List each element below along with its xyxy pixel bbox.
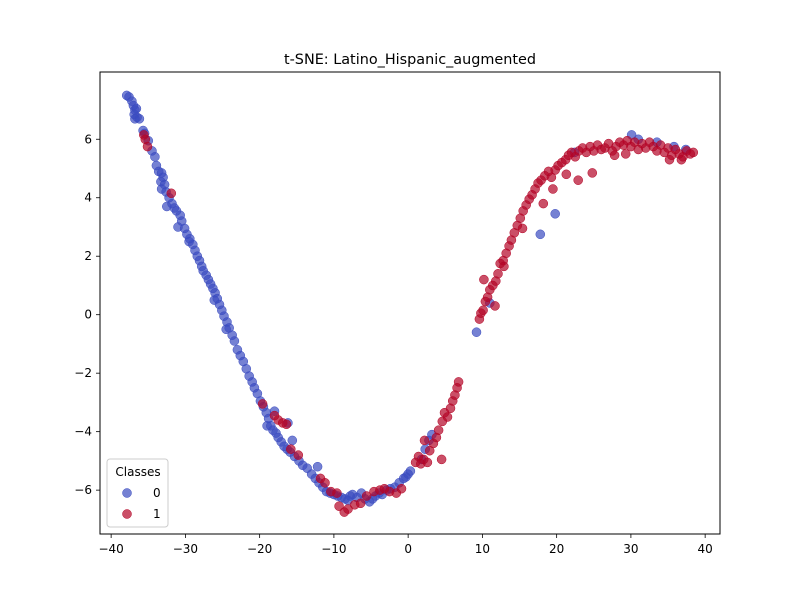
x-tick-label: −40 (98, 542, 123, 556)
y-tick-label: −6 (74, 483, 92, 497)
point-class-0-103 (401, 472, 411, 482)
point-class-1-120 (548, 184, 558, 194)
points-layer (121, 90, 699, 517)
x-tick-label: 10 (475, 542, 490, 556)
point-class-1-8 (281, 419, 292, 430)
point-class-1-14 (332, 488, 342, 498)
point-class-1-55 (493, 269, 503, 279)
point-class-1-117 (587, 168, 598, 178)
legend-marker-class-1 (122, 509, 132, 519)
legend-marker-class-0 (122, 488, 132, 498)
legend: Classes 0 1 (106, 458, 169, 528)
x-axis: −40 −30 −20 −10 0 10 20 30 40 (98, 534, 713, 556)
point-class-0-116 (162, 201, 172, 212)
point-class-1-122 (517, 223, 528, 234)
x-tick-label: 20 (549, 542, 564, 556)
point-class-0-110 (262, 421, 272, 431)
point-class-1-112 (688, 147, 699, 158)
point-class-1-19 (355, 498, 366, 509)
point-class-1-10 (293, 450, 304, 460)
point-class-1-26 (396, 483, 407, 494)
chart-title: t-SNE: Latino_Hispanic_augmented (284, 52, 536, 68)
point-class-1-52 (479, 274, 489, 285)
point-class-1-35 (433, 425, 444, 435)
x-tick-label: −10 (321, 542, 346, 556)
point-class-0-115 (173, 222, 183, 232)
legend-label-class-0: 0 (153, 486, 161, 500)
y-tick-label: −2 (74, 366, 92, 380)
y-tick-label: 0 (84, 308, 92, 322)
point-class-1-124 (490, 301, 500, 311)
legend-box (106, 458, 169, 528)
y-axis: −6 −4 −2 0 2 4 6 (74, 132, 100, 497)
point-class-0-120 (535, 229, 546, 240)
point-class-1-3 (166, 188, 177, 199)
point-class-1-45 (419, 435, 430, 446)
point-class-0-111 (312, 461, 323, 472)
point-class-1-114 (676, 154, 687, 165)
x-tick-label: 40 (698, 542, 713, 556)
legend-label-class-1: 1 (153, 507, 161, 521)
point-class-1-48 (478, 305, 488, 316)
point-class-1-119 (561, 169, 572, 180)
y-tick-label: −4 (74, 425, 92, 439)
point-class-1-118 (573, 175, 583, 185)
point-class-1-123 (499, 261, 509, 272)
x-tick-label: −30 (173, 542, 198, 556)
point-class-1-2 (142, 141, 153, 152)
x-tick-label: 30 (623, 542, 638, 556)
x-tick-label: 0 (404, 542, 412, 556)
legend-title: Classes (115, 465, 160, 479)
point-class-1-38 (442, 412, 453, 422)
point-class-0-117 (287, 435, 298, 446)
point-class-1-4 (257, 399, 268, 409)
point-class-1-44 (436, 454, 447, 465)
point-class-0-14 (150, 152, 160, 162)
plot-area-frame (99, 71, 721, 535)
point-class-0-112 (221, 324, 231, 335)
point-class-1-43 (453, 377, 464, 387)
point-class-1-9 (286, 444, 296, 454)
point-class-0-121 (550, 209, 560, 219)
point-class-1-20 (361, 491, 372, 501)
point-class-1-12 (320, 478, 330, 488)
point-class-1-113 (664, 154, 675, 165)
y-tick-label: 4 (84, 191, 92, 205)
x-tick-label: −20 (247, 542, 272, 556)
point-class-1-17 (343, 504, 353, 514)
point-class-0-118 (471, 327, 482, 337)
point-class-1-115 (620, 149, 631, 159)
y-tick-label: 2 (84, 249, 92, 263)
point-class-1-116 (609, 150, 620, 161)
point-class-0-113 (209, 295, 220, 305)
point-class-1-121 (538, 198, 549, 209)
y-tick-label: 6 (84, 132, 92, 146)
point-class-1-31 (422, 457, 433, 468)
point-class-0-114 (184, 236, 194, 247)
point-class-0-9 (134, 114, 145, 124)
point-class-0-50 (229, 336, 240, 346)
